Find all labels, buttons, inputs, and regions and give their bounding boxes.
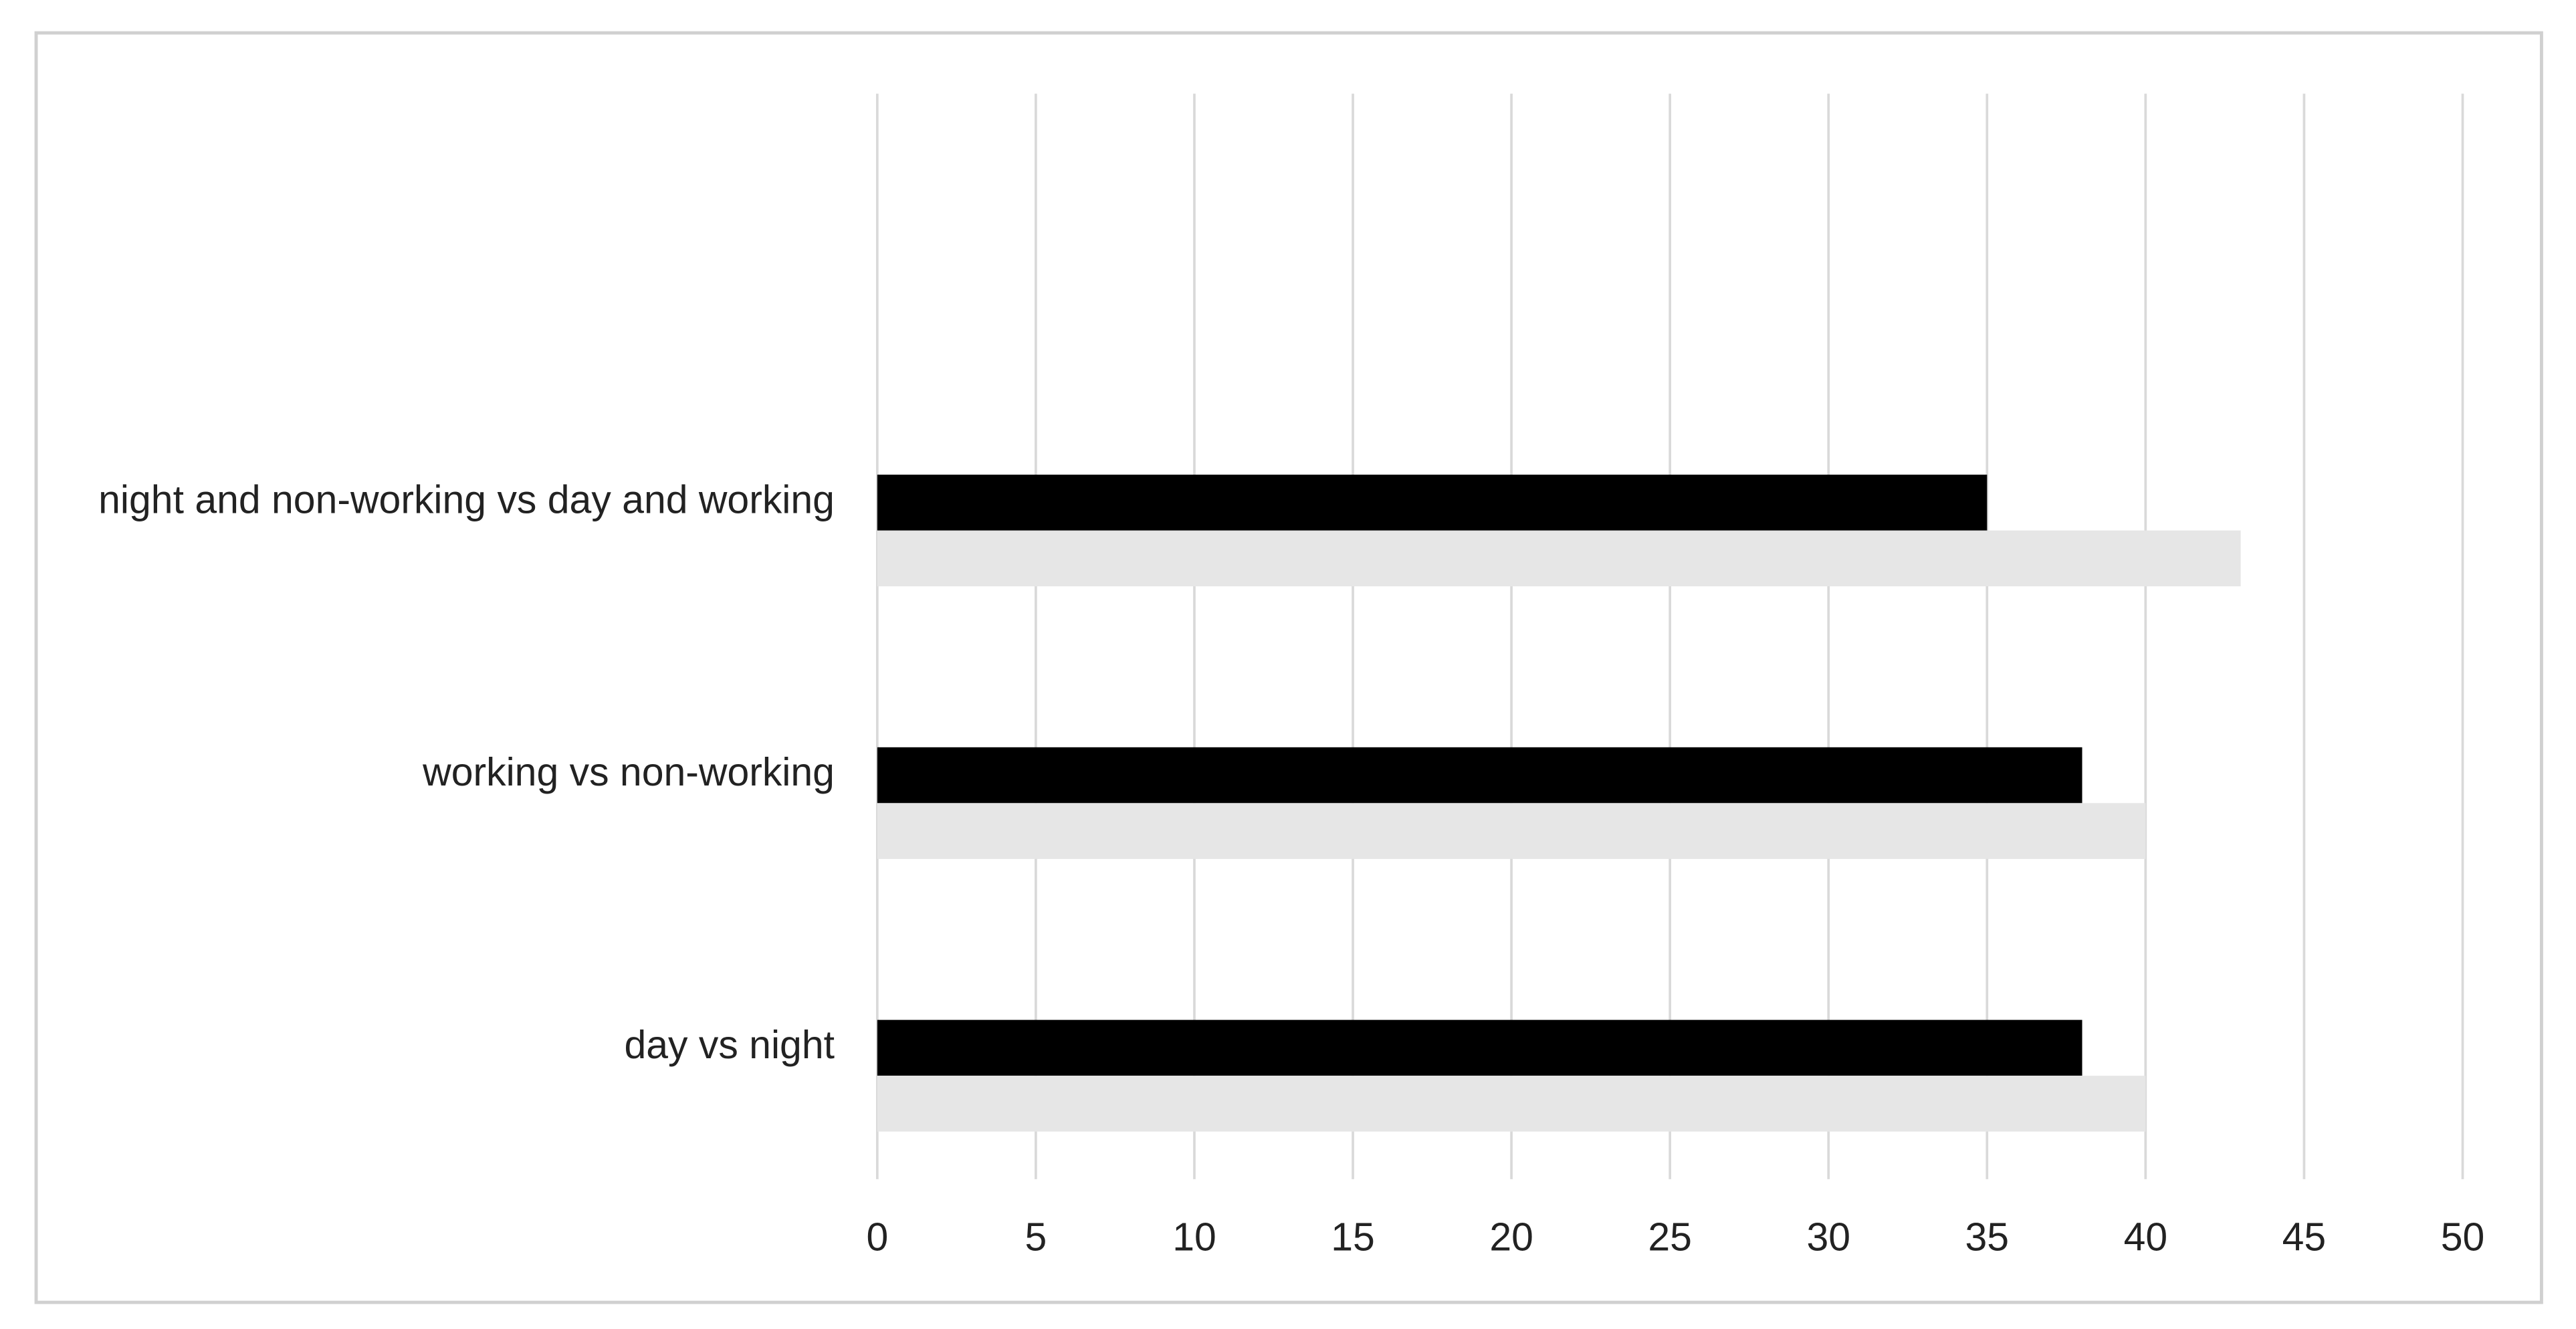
- y-tick-label: working vs non-working: [422, 751, 835, 794]
- x-tick-label: 10: [1172, 1215, 1216, 1259]
- bar: [877, 1076, 2146, 1132]
- x-tick-label: 40: [2124, 1215, 2168, 1259]
- bar: [877, 747, 2082, 804]
- bar: [877, 530, 2241, 587]
- bar: [877, 475, 1988, 531]
- x-tick-label: 45: [2282, 1215, 2327, 1259]
- x-tick-label: 35: [1965, 1215, 2010, 1259]
- x-tick-label: 30: [1806, 1215, 1850, 1259]
- bar: [877, 1019, 2082, 1076]
- y-tick-label: night and non-working vs day and working: [98, 478, 835, 521]
- x-tick-label: 20: [1489, 1215, 1533, 1259]
- x-tick-label: 5: [1025, 1215, 1047, 1259]
- x-tick-label: 25: [1648, 1215, 1692, 1259]
- bar: [877, 803, 2146, 859]
- y-tick-label: day vs night: [624, 1023, 835, 1067]
- x-tick-label: 0: [866, 1215, 888, 1259]
- x-tick-label: 50: [2441, 1215, 2485, 1259]
- x-tick-label: 15: [1331, 1215, 1375, 1259]
